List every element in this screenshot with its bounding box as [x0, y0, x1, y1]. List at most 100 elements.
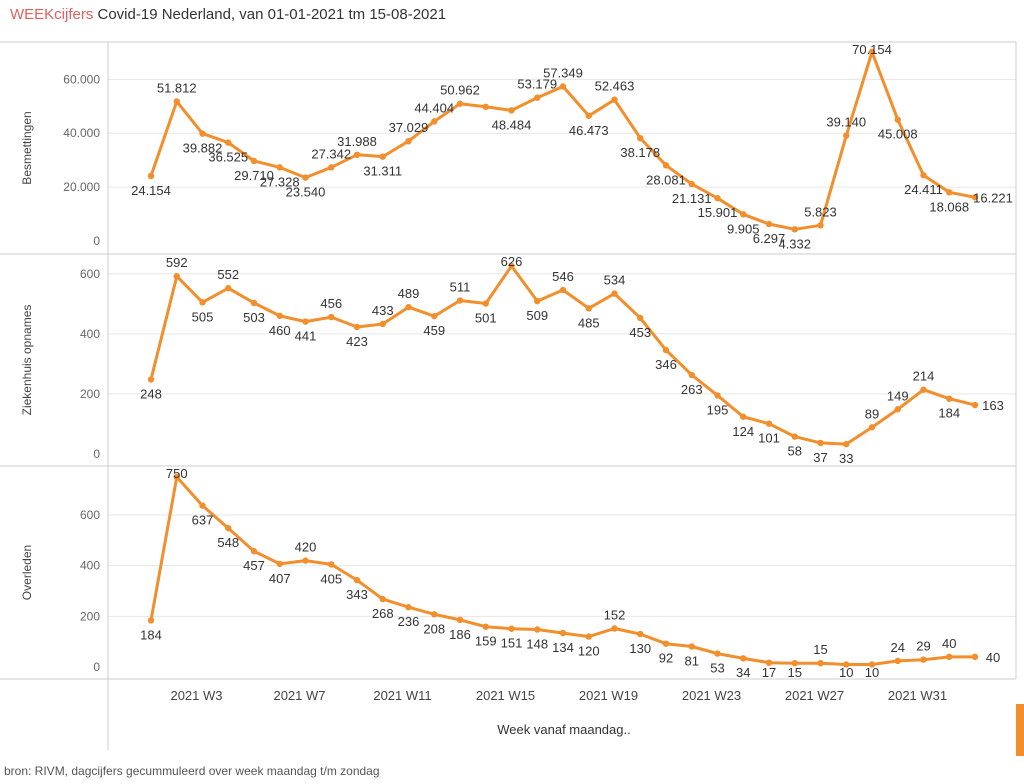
data-point [353, 323, 361, 331]
data-label: 50.962 [440, 83, 480, 98]
data-point [302, 318, 309, 325]
x-tick-label: 2021 W27 [785, 688, 844, 703]
data-label: 39.882 [183, 141, 223, 156]
y-tick-label: 200 [80, 609, 100, 623]
data-point [173, 273, 180, 280]
data-label: 101 [758, 431, 780, 446]
data-point [250, 157, 258, 165]
data-point [276, 560, 283, 568]
data-point [431, 118, 438, 125]
data-point [379, 153, 386, 160]
data-label: 37.029 [389, 120, 429, 135]
data-point [817, 660, 824, 667]
data-label: 124 [732, 424, 754, 439]
data-label: 40 [942, 636, 956, 651]
data-label: 24.154 [131, 183, 171, 198]
data-point [894, 116, 901, 123]
data-point [534, 94, 541, 101]
data-point [868, 661, 876, 668]
data-label: 17 [762, 665, 776, 680]
data-point [328, 313, 335, 321]
data-label: 31.311 [363, 164, 402, 179]
y-tick-label: 40.000 [63, 126, 100, 140]
data-label: 248 [140, 387, 162, 402]
data-point [250, 548, 258, 555]
data-point [920, 172, 927, 179]
data-label: 10 [839, 665, 853, 680]
x-tick-label: 2021 W11 [373, 688, 431, 703]
data-label: 37 [813, 450, 827, 465]
data-point [559, 83, 567, 90]
data-point [637, 630, 644, 638]
data-label: 53 [710, 661, 724, 676]
data-point [946, 395, 953, 402]
data-point [276, 164, 283, 171]
data-point [894, 657, 901, 665]
data-label: 163 [982, 398, 1004, 413]
data-point [405, 604, 412, 611]
data-label: 23.540 [286, 185, 326, 200]
data-label: 750 [166, 466, 188, 481]
data-point [740, 655, 747, 662]
data-label: 6.297 [753, 231, 786, 246]
data-point [843, 132, 850, 139]
data-point [250, 299, 258, 307]
data-point [791, 433, 798, 440]
data-label: 24 [891, 640, 905, 655]
data-point [765, 420, 773, 427]
data-label: 195 [707, 402, 729, 417]
data-label: 70.154 [852, 42, 892, 57]
data-label: 34 [736, 665, 750, 680]
data-label: 151 [501, 636, 523, 651]
y-tick-label: 60.000 [63, 72, 100, 86]
data-point [431, 312, 438, 320]
chart-title: WEEKcijfers Covid-19 Nederland, van 01-0… [10, 6, 446, 23]
data-point [482, 103, 489, 111]
data-point [379, 595, 386, 603]
data-label: 46.473 [569, 123, 609, 138]
data-label: 457 [243, 558, 265, 573]
data-label: 159 [475, 634, 497, 649]
data-point [199, 502, 206, 509]
data-label: 48.484 [492, 117, 532, 132]
data-label: 92 [659, 651, 673, 666]
data-label: 263 [681, 382, 703, 397]
data-label: 36.525 [208, 150, 248, 165]
data-point [740, 413, 747, 420]
data-label: 29 [916, 639, 930, 654]
data-point [662, 162, 670, 169]
data-point [894, 406, 901, 413]
data-label: 184 [140, 627, 162, 642]
data-point [637, 134, 644, 142]
y-tick-label: 0 [93, 660, 100, 674]
x-tick-label: 2021 W31 [888, 688, 947, 703]
y-tick-label: 400 [80, 327, 100, 341]
data-point [611, 96, 618, 103]
data-point [456, 100, 464, 107]
title-rest: Covid-19 Nederland, van 01-01-2021 tm 15… [93, 6, 447, 23]
data-point [405, 138, 412, 145]
data-point [765, 659, 773, 666]
data-point [637, 314, 644, 322]
y-tick-label: 20.000 [63, 180, 100, 194]
data-label: 57.349 [543, 65, 583, 80]
scroll-handle[interactable] [1016, 704, 1024, 756]
data-label: 453 [629, 325, 651, 340]
data-point [688, 371, 695, 379]
x-tick-label: 2021 W23 [682, 688, 741, 703]
data-point [379, 320, 386, 328]
data-point [482, 623, 489, 630]
data-label: 33 [839, 451, 853, 466]
x-tick-label: 2021 W19 [579, 688, 638, 703]
y-tick-label: 600 [80, 267, 100, 281]
data-point [482, 300, 489, 307]
data-point [225, 139, 232, 146]
data-point [328, 561, 335, 568]
data-label: 186 [449, 627, 471, 642]
data-label: 27.342 [311, 146, 351, 161]
data-label: 433 [372, 303, 394, 318]
data-point [971, 194, 979, 201]
data-point [353, 576, 361, 584]
data-point [791, 226, 798, 233]
data-label: 552 [217, 267, 239, 282]
